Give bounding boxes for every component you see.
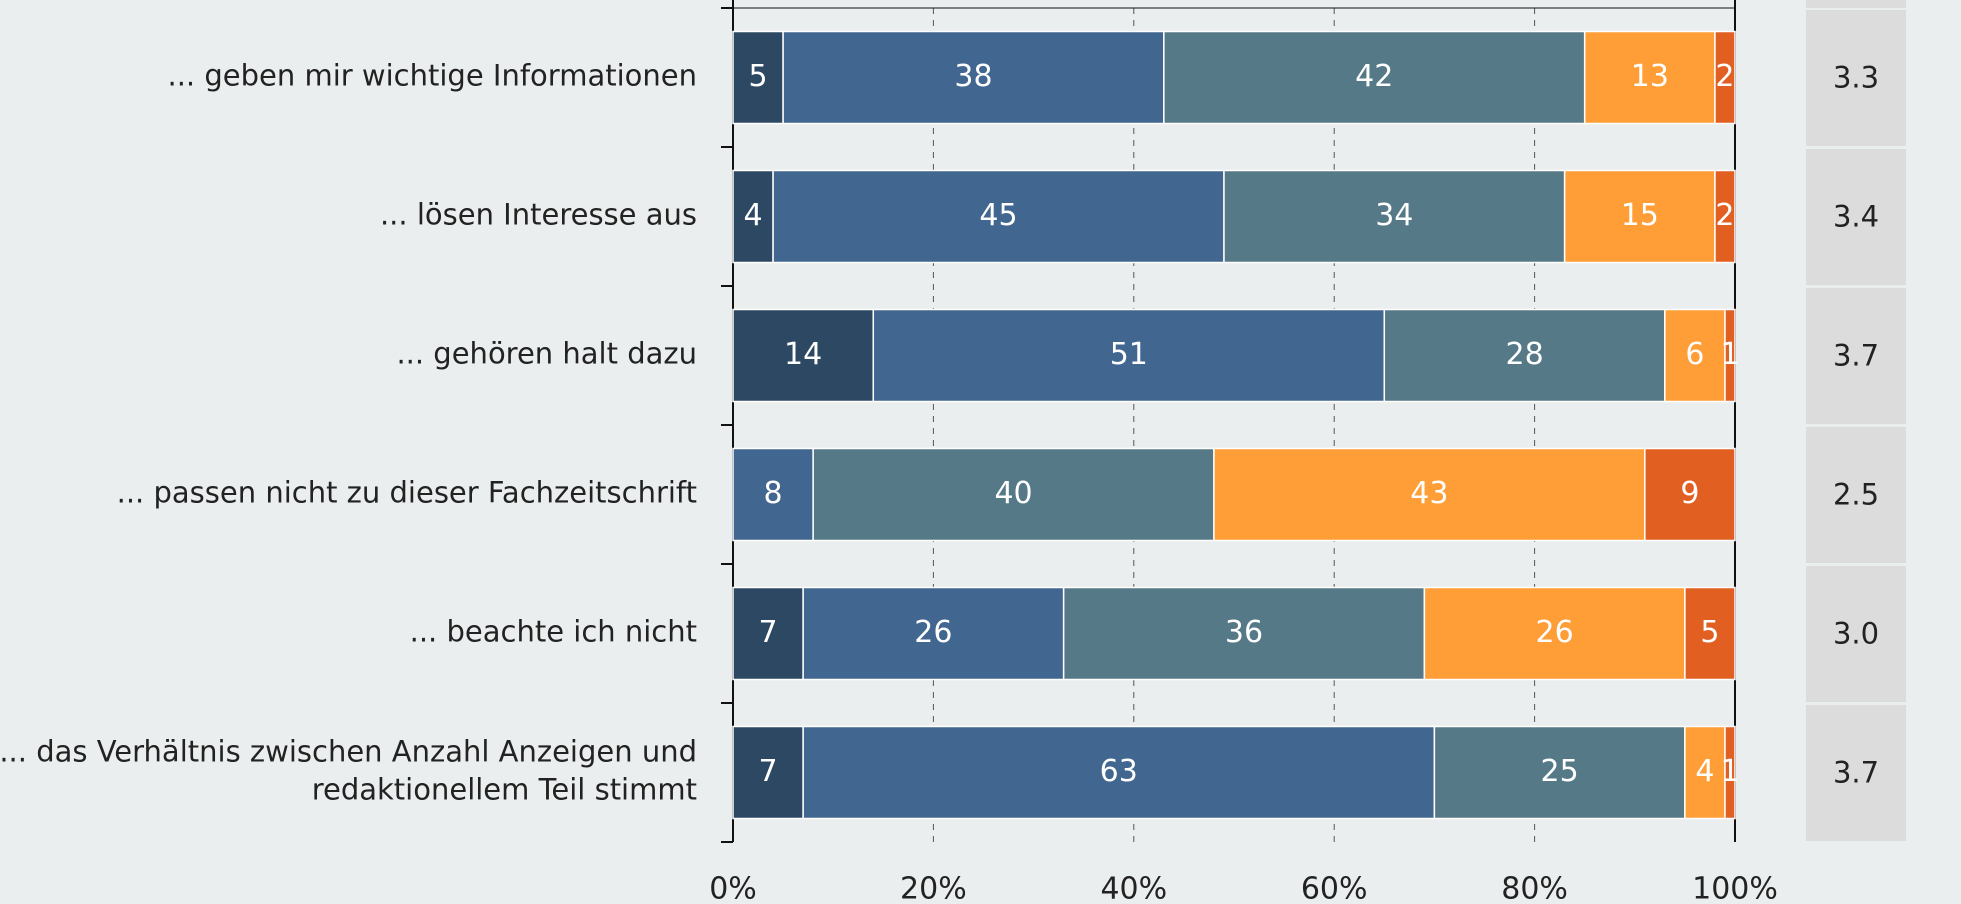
bar-segment <box>1684 586 1736 681</box>
value-label: 42 <box>1355 59 1393 94</box>
bar-segment <box>732 169 774 264</box>
bar-segment <box>1062 586 1426 681</box>
mean-cell <box>1806 149 1906 285</box>
mean-cell <box>1806 288 1906 424</box>
value-label: 2 <box>1715 59 1734 94</box>
mean-cell <box>1806 10 1906 146</box>
bar-segment <box>1163 30 1586 125</box>
value-label: 2 <box>1715 198 1734 233</box>
bar-segment <box>1433 725 1686 820</box>
value-label: 15 <box>1621 198 1659 233</box>
value-label: 1 <box>1720 754 1739 789</box>
value-label: 7 <box>759 615 778 650</box>
value-label: 43 <box>1410 476 1448 511</box>
value-label: 5 <box>1700 615 1719 650</box>
value-label: 34 <box>1375 198 1413 233</box>
value-label: 26 <box>1536 615 1574 650</box>
value-label: 4 <box>1695 754 1714 789</box>
bar-segment <box>1383 308 1666 403</box>
mean-label: 3.7 <box>1833 339 1879 373</box>
value-label: 13 <box>1631 59 1669 94</box>
x-tick-label: 20% <box>900 872 967 904</box>
x-tick-label: 0% <box>709 872 757 904</box>
mean-label: 3.7 <box>1833 756 1879 790</box>
value-label: 8 <box>764 476 783 511</box>
x-tick-label: 100% <box>1692 872 1778 904</box>
bar-segment <box>1223 169 1566 264</box>
bar-segment <box>732 447 814 542</box>
value-label: 9 <box>1680 476 1699 511</box>
mean-cell <box>1806 0 1906 8</box>
bar-segment <box>802 586 1065 681</box>
value-label: 14 <box>784 337 822 372</box>
x-tick-label: 40% <box>1100 872 1167 904</box>
bar-segment <box>732 308 875 403</box>
mean-label: 2.5 <box>1833 478 1879 512</box>
x-tick-label: 80% <box>1501 872 1568 904</box>
mean-label: 3.3 <box>1833 61 1879 95</box>
value-label: 1 <box>1720 337 1739 372</box>
mean-label: 3.4 <box>1833 200 1879 234</box>
mean-label: 3.0 <box>1833 617 1879 651</box>
bar-segment <box>1644 447 1736 542</box>
category-label: ... passen nicht zu dieser Fachzeitschri… <box>117 476 697 510</box>
bar-segment <box>1724 308 1736 403</box>
mean-cell <box>1806 705 1906 841</box>
category-label-line: redaktionellem Teil stimmt <box>312 773 697 807</box>
bar-segment <box>802 725 1436 820</box>
value-label: 4 <box>743 198 762 233</box>
value-label: 36 <box>1225 615 1263 650</box>
category-label: ... geben mir wichtige Informationen <box>167 59 697 93</box>
bar-segment <box>1714 169 1736 264</box>
value-label: 25 <box>1541 754 1579 789</box>
value-label: 40 <box>994 476 1032 511</box>
value-label: 38 <box>954 59 992 94</box>
category-label: ... das Verhältnis zwischen Anzahl Anzei… <box>0 735 697 807</box>
value-label: 28 <box>1505 337 1543 372</box>
mean-cell <box>1806 427 1906 563</box>
bar-segment <box>1724 725 1736 820</box>
value-label: 7 <box>759 754 778 789</box>
category-label-line: ... das Verhältnis zwischen Anzahl Anzei… <box>0 735 697 769</box>
category-label: ... gehören halt dazu <box>396 337 697 371</box>
x-tick-label: 60% <box>1301 872 1368 904</box>
mean-cell <box>1806 566 1906 702</box>
bar-segment <box>1684 725 1726 820</box>
bar-segment <box>1714 30 1736 125</box>
bar-segment <box>1664 308 1726 403</box>
category-label: ... lösen Interesse aus <box>380 198 697 232</box>
bar-segment <box>1583 30 1716 125</box>
value-label: 51 <box>1110 337 1148 372</box>
value-label: 63 <box>1100 754 1138 789</box>
value-label: 45 <box>979 198 1017 233</box>
category-label: ... beachte ich nicht <box>410 615 697 649</box>
bar-segment <box>782 30 1165 125</box>
value-label: 5 <box>749 59 768 94</box>
bar-segment <box>732 725 804 820</box>
bar-segment <box>812 447 1215 542</box>
value-label: 6 <box>1685 337 1704 372</box>
bar-segment <box>872 308 1386 403</box>
bar-segment <box>732 30 784 125</box>
bar-segment <box>1423 586 1686 681</box>
bar-segment <box>1213 447 1646 542</box>
value-label: 26 <box>914 615 952 650</box>
